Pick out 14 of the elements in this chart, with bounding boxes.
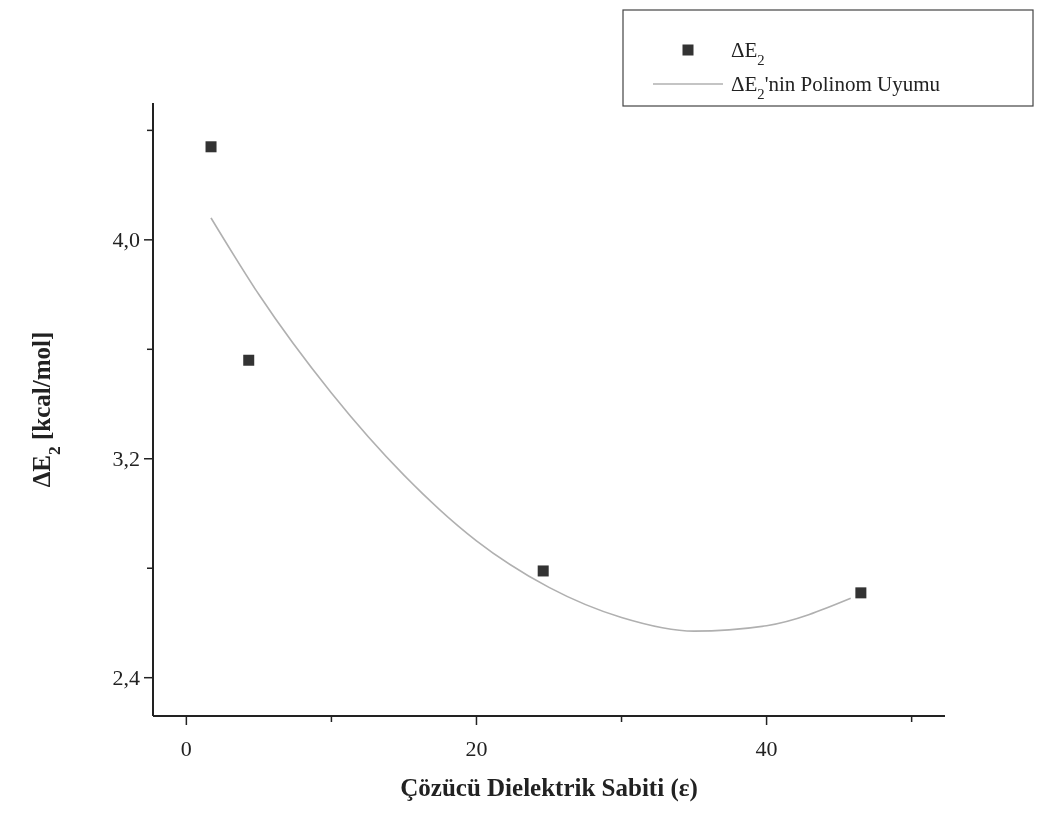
legend-label: ΔE$_{2}$ <box>731 38 765 68</box>
x-tick-label: 40 <box>755 736 778 761</box>
point <box>537 565 549 577</box>
point <box>855 587 867 599</box>
y-tick-label: 3,2 <box>112 445 140 471</box>
legend-label: ΔE$_{2}$'nin Polinom Uyumu <box>731 72 941 102</box>
y-tick-label: 2,4 <box>112 664 140 690</box>
line-series <box>210 217 852 632</box>
x-tick-label: 0 <box>180 736 192 761</box>
point <box>205 141 217 153</box>
y-tick-label: 4,0 <box>112 226 140 252</box>
point <box>243 354 255 366</box>
x-axis-title: Çözücü Dielektrik Sabiti (ε) <box>400 774 698 802</box>
x-tick-label: 20 <box>465 736 488 761</box>
